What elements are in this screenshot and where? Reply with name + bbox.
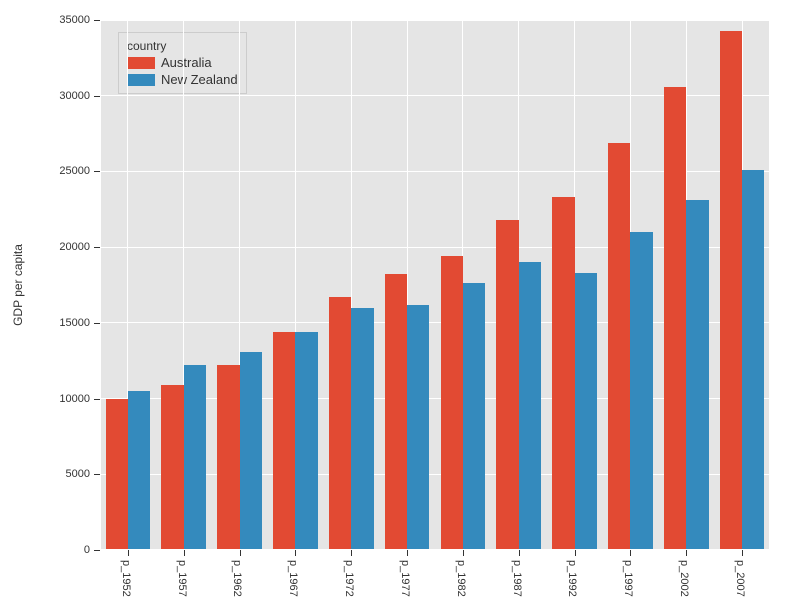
bar	[720, 31, 742, 550]
x-tick	[463, 550, 464, 556]
bar	[441, 256, 463, 550]
legend-swatch	[127, 74, 155, 86]
bar	[240, 352, 262, 550]
bar	[161, 385, 183, 550]
spine	[100, 20, 770, 21]
x-tick-label: p_1992	[566, 560, 578, 597]
x-tick	[295, 550, 296, 556]
bar	[128, 391, 150, 550]
chart-container: GDP per capita country AustraliaNew Zeal…	[0, 0, 800, 600]
x-tick-label: p_1967	[287, 560, 299, 597]
bar	[184, 365, 206, 550]
x-tick-label: p_1957	[176, 560, 188, 597]
x-tick	[240, 550, 241, 556]
x-tick-label: p_2002	[678, 560, 690, 597]
x-tick	[742, 550, 743, 556]
bar	[106, 399, 128, 550]
y-tick-label: 30000	[0, 90, 90, 102]
x-tick-label: p_1997	[622, 560, 634, 597]
x-tick	[407, 550, 408, 556]
spine	[100, 549, 770, 550]
x-tick	[184, 550, 185, 556]
bar	[407, 305, 429, 550]
bar	[630, 232, 652, 550]
y-tick-label: 0	[0, 544, 90, 556]
x-tick	[630, 550, 631, 556]
legend-label: Australia	[161, 55, 212, 70]
y-tick	[94, 550, 100, 551]
x-tick-label: p_1962	[231, 560, 243, 597]
x-tick-label: p_1952	[120, 560, 132, 597]
x-tick-label: p_1977	[399, 560, 411, 597]
x-tick-label: p_1972	[343, 560, 355, 597]
bar	[496, 220, 518, 550]
spine	[769, 20, 770, 550]
bar	[742, 170, 764, 550]
x-tick-label: p_1982	[455, 560, 467, 597]
x-tick	[519, 550, 520, 556]
bar	[217, 365, 239, 550]
bar	[608, 143, 630, 550]
bar	[463, 283, 485, 550]
y-tick-label: 10000	[0, 393, 90, 405]
bar	[519, 262, 541, 550]
bar	[273, 332, 295, 550]
x-tick	[128, 550, 129, 556]
x-tick-label: p_1987	[511, 560, 523, 597]
bar	[329, 297, 351, 550]
y-tick-label: 25000	[0, 165, 90, 177]
bar	[664, 87, 686, 550]
bar	[385, 274, 407, 550]
legend-swatch	[127, 57, 155, 69]
bar	[575, 273, 597, 550]
spine	[100, 20, 101, 550]
x-tick	[351, 550, 352, 556]
y-axis-label: GDP per capita	[11, 244, 25, 326]
y-tick-label: 35000	[0, 14, 90, 26]
bar	[686, 200, 708, 550]
bar	[295, 332, 317, 550]
x-tick	[575, 550, 576, 556]
bar	[351, 308, 373, 550]
y-tick-label: 5000	[0, 468, 90, 480]
y-tick-label: 15000	[0, 317, 90, 329]
bar	[552, 197, 574, 550]
y-tick-label: 20000	[0, 241, 90, 253]
x-tick	[686, 550, 687, 556]
x-tick-label: p_2007	[734, 560, 746, 597]
legend-label: New Zealand	[161, 72, 238, 87]
